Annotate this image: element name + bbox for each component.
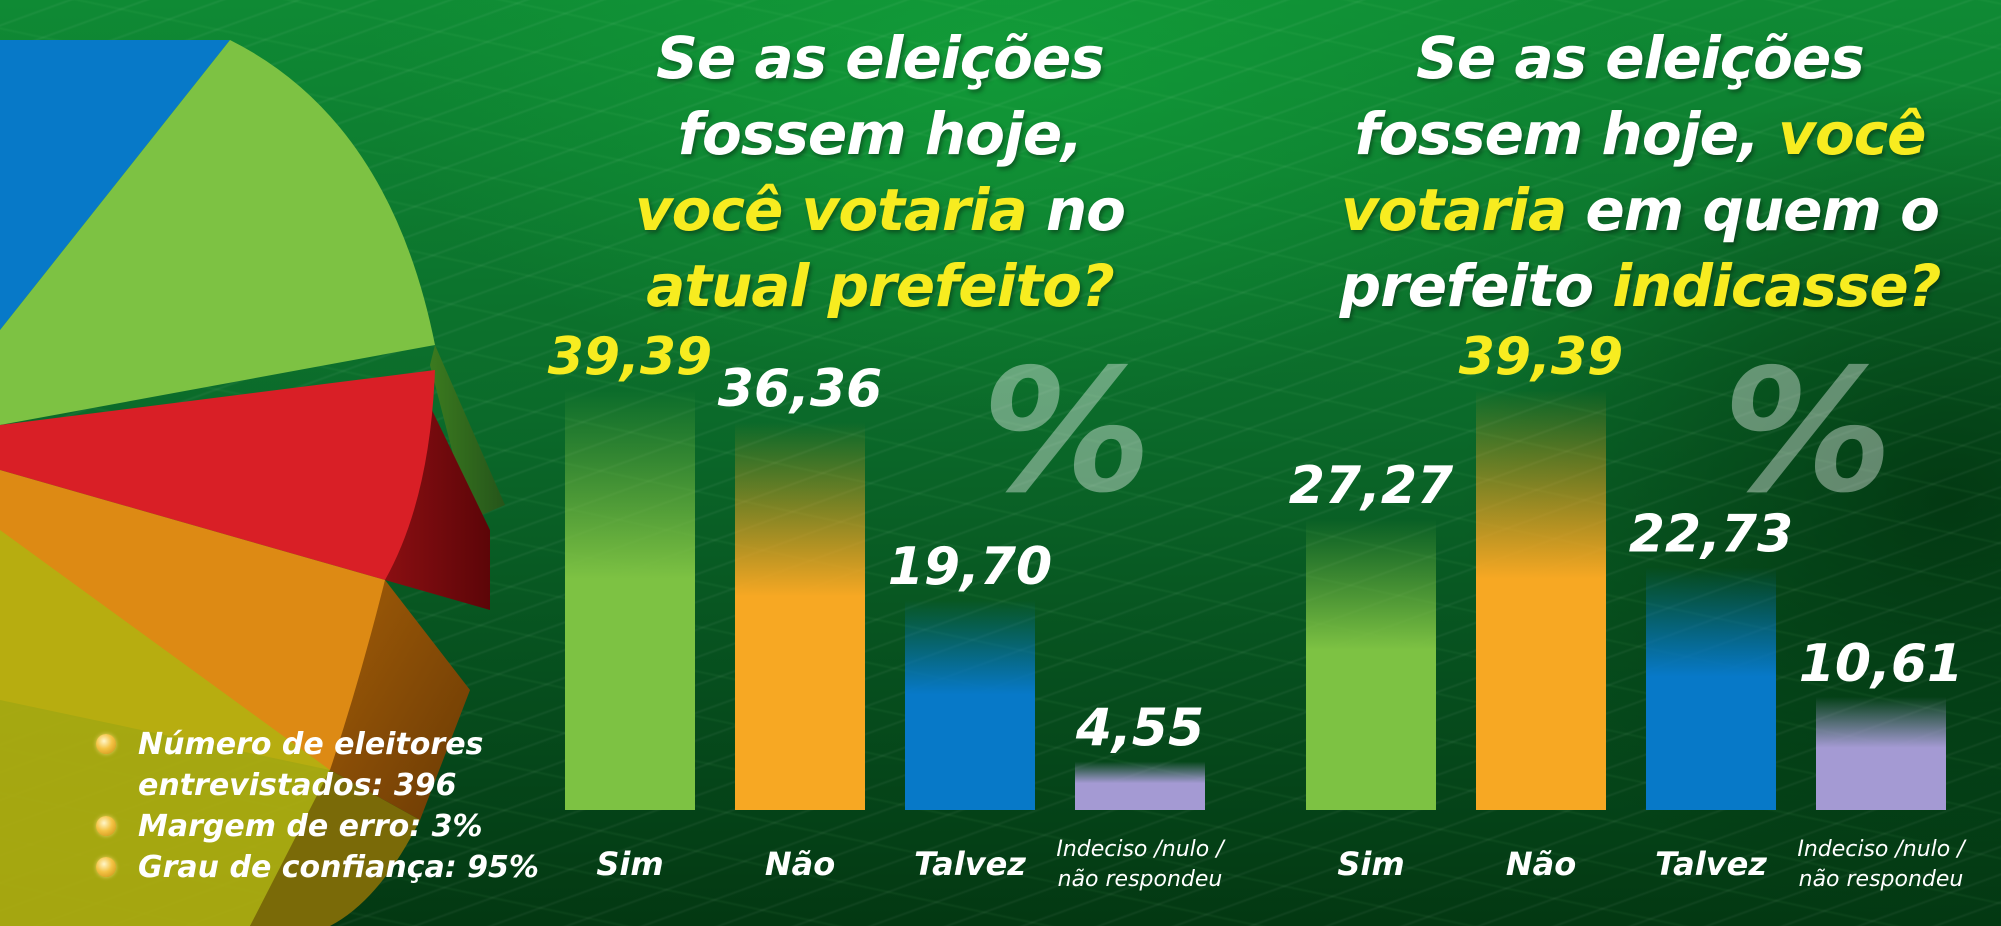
value-label: 36,36 [718,359,882,419]
title-part: prefeito [1339,252,1613,320]
value-label: 39,39 [1459,327,1623,387]
title-part: fossem hoje, [1354,100,1779,168]
value-label: 4,55 [1075,698,1204,758]
title-part: indicasse? [1612,252,1941,320]
bar-talvez [1646,567,1776,810]
chart-left: % 39,39 Sim 36,36 Não 19,70 Talvez 4,55 Indeciso… [548,327,1226,892]
chart-right-title: Se as eleições fossem hoje, você votaria e… [1290,20,1990,324]
note-text: Número de eleitores [138,727,484,762]
title-part: atual prefeito? [646,252,1114,320]
value-label: 10,61 [1799,634,1963,694]
category-label: Sim [596,845,663,883]
chart-right: % 27,27 Sim 39,39 Não 22,73 Talvez 10,61 Indecis… [1289,327,1967,892]
note-item: Margem de erro: 3% [92,806,562,847]
bar-indeciso [1075,761,1205,810]
percent-watermark: % [982,333,1152,531]
value-label: 27,27 [1289,456,1454,516]
note-item: Número de eleitores entrevistados: 396 [92,724,562,806]
pie-slice-yellow [0,530,330,926]
bar-não [735,422,865,810]
title-part: você votaria [634,176,1028,244]
note-text: Grau de confiança: 95% [138,850,539,885]
category-label: não respondeu [1799,867,1964,892]
chart-left-title: Se as eleições fossem hoje, você votaria n… [560,20,1200,324]
value-label: 39,39 [548,327,712,387]
value-label: 19,70 [888,537,1052,597]
bar-sim [565,389,695,810]
category-label: Sim [1337,845,1404,883]
bar-indeciso [1816,696,1946,810]
bullet-icon [96,816,116,836]
category-label: Não [765,845,835,883]
category-label: Indeciso /nulo / [1797,837,1967,862]
bullet-icon [96,857,116,877]
title-part: no [1026,176,1126,244]
bar-não [1476,389,1606,810]
survey-notes: Número de eleitores entrevistados: 396 Mar… [92,724,562,888]
percent-watermark: % [1723,333,1893,531]
bar-talvez [905,599,1035,810]
title-part: votaria [1341,176,1567,244]
title-part: Se as eleições [656,24,1105,92]
title-part: Se as eleições [1416,24,1865,92]
bullet-icon [96,734,116,754]
category-label: não respondeu [1058,867,1223,892]
note-item: Grau de confiança: 95% [92,847,562,888]
note-text: entrevistados: 396 [138,768,457,803]
pie-slice-olive [250,770,420,926]
pie-slice-red [0,370,435,580]
value-label: 22,73 [1629,505,1793,565]
pie-side-orange [330,580,470,820]
category-label: Talvez [914,845,1026,883]
title-part: você [1778,100,1926,168]
category-label: Não [1506,845,1576,883]
note-text: Margem de erro: 3% [138,809,483,844]
pie-side-green [430,345,505,520]
bar-sim [1306,519,1436,810]
decorative-pie-chart [0,40,505,926]
category-label: Indeciso /nulo / [1056,837,1226,862]
title-part: fossem hoje, [677,100,1083,168]
category-label: Talvez [1655,845,1767,883]
title-part: em quem o [1566,176,1940,244]
pie-slice-green [0,40,435,425]
